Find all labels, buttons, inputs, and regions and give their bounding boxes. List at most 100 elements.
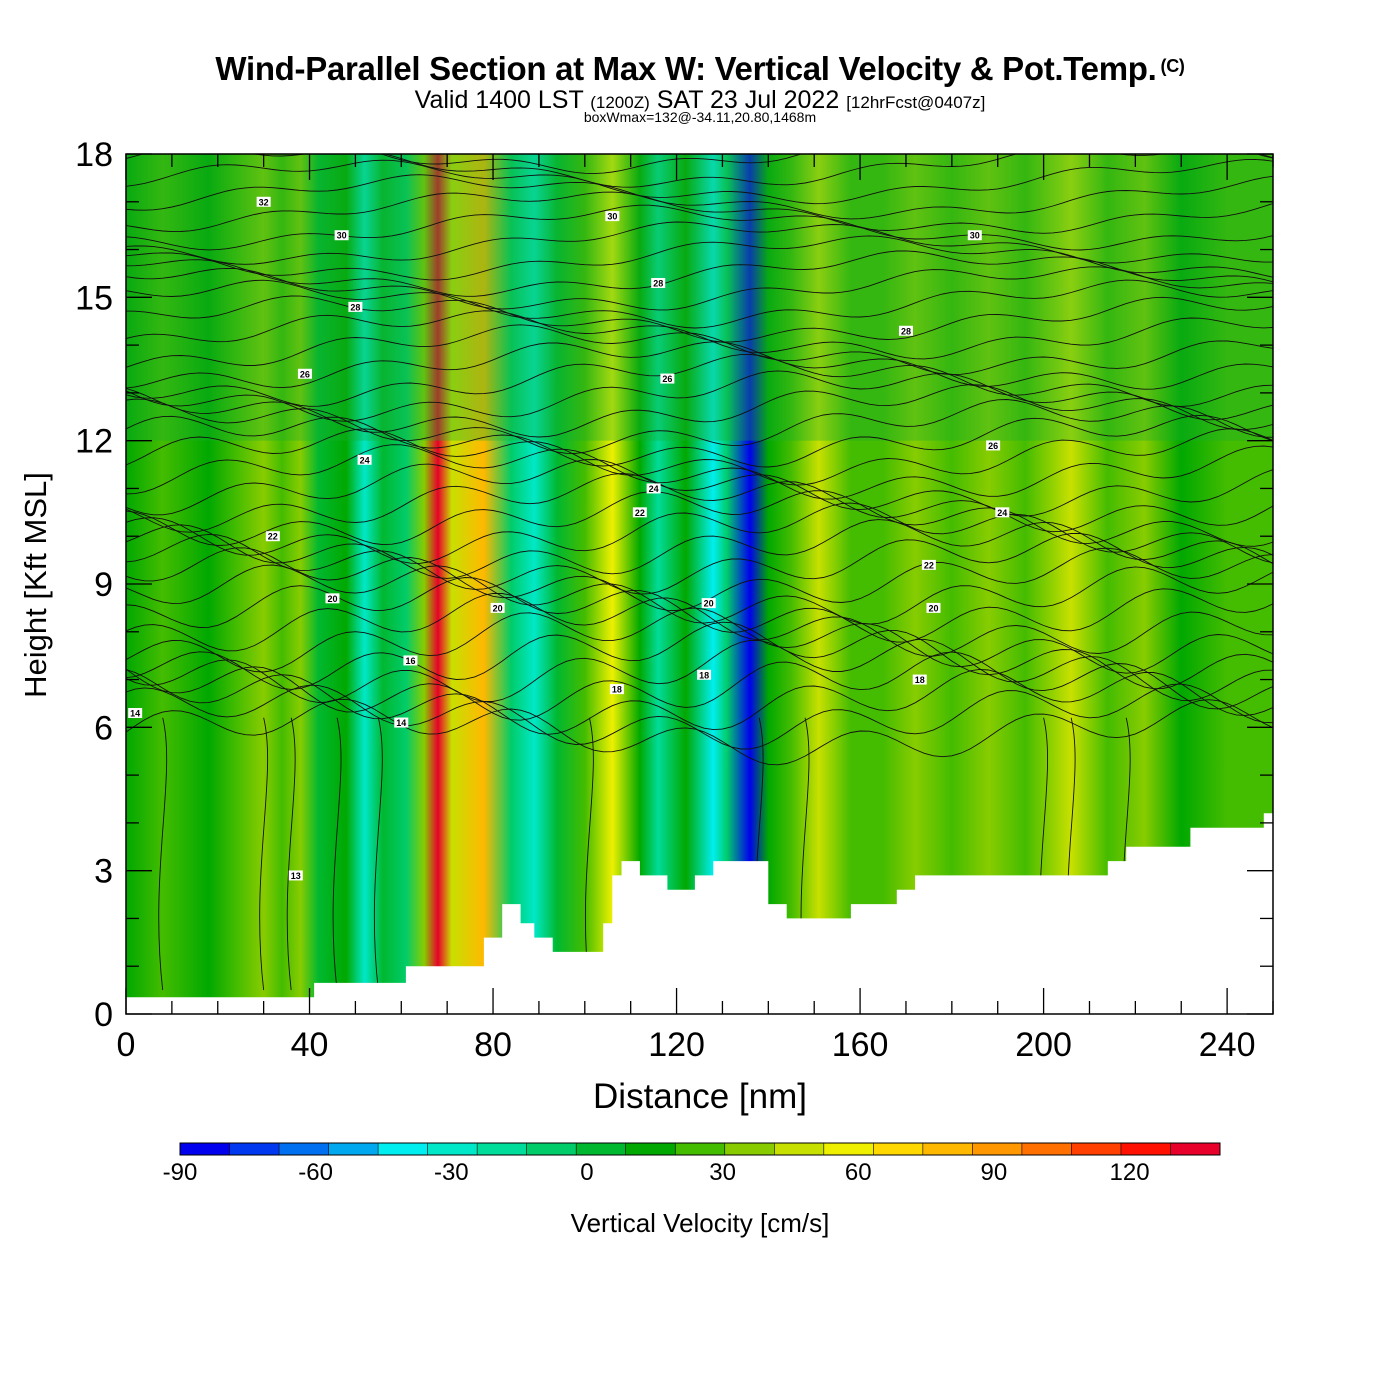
theta-line (126, 279, 1273, 329)
svg-text:13: 13 (291, 871, 301, 881)
terrain (126, 813, 1273, 1014)
theta-contours: 14 14 16 18 18 18 20 20 20 20 22 22 22 24 24 24 26 26 26 28… (126, 154, 1273, 991)
theta-line (126, 577, 1273, 643)
cell-contour (332, 717, 342, 991)
theta-label: 22 (265, 531, 280, 542)
colorbar-swatch (972, 1143, 1023, 1155)
theta-line (126, 414, 1273, 468)
svg-text:20: 20 (327, 594, 337, 604)
theta-label: 24 (357, 454, 372, 465)
x-tick-label: 160 (832, 1026, 889, 1064)
theta-line (126, 668, 1273, 735)
theta-line (126, 398, 1273, 454)
svg-text:22: 22 (924, 560, 934, 570)
svg-text:30: 30 (337, 231, 347, 241)
theta-line (126, 384, 1273, 438)
cell-contour (259, 717, 269, 991)
theta-label: 28 (348, 301, 363, 312)
theta-label: 18 (697, 669, 712, 680)
colorbar-swatch (724, 1143, 775, 1155)
theta-line (126, 638, 1273, 704)
theta-line (126, 459, 1273, 517)
box-wmax-info: boxWmax=132@-34.11,20.80,1468m (583, 109, 817, 125)
svg-text:22: 22 (268, 532, 278, 542)
theta-line (126, 502, 1273, 564)
y-tick-label: 18 (75, 136, 113, 174)
y-tick-label: 0 (94, 996, 113, 1034)
theta-label: 14 (394, 717, 409, 728)
theta-line (126, 341, 1273, 390)
theta-line (126, 204, 1273, 251)
colorbar-swatch (427, 1143, 478, 1155)
svg-text:24: 24 (997, 508, 1007, 518)
velocity-field (126, 154, 1273, 1014)
x-tick-label: 200 (1015, 1026, 1072, 1064)
theta-line (126, 310, 1273, 360)
theta-line (126, 154, 1273, 188)
colorbar-swatch (625, 1143, 676, 1155)
y-tick-label: 6 (94, 709, 113, 747)
x-tick-label: 0 (117, 1026, 136, 1064)
svg-text:24: 24 (649, 484, 659, 494)
theta-label: 32 (256, 196, 271, 207)
theta-line (126, 324, 1273, 376)
copyright-mark: (C) (1160, 56, 1185, 76)
theta-line (126, 191, 1273, 234)
colorbar-swatch (279, 1143, 330, 1155)
svg-text:20: 20 (928, 603, 938, 613)
theta-line (126, 444, 1273, 500)
colorbar-label: Vertical Velocity [cm/s] (571, 1208, 830, 1238)
colorbar-swatch (774, 1143, 825, 1155)
colorbar-tick-label: 30 (709, 1159, 736, 1186)
colorbar-swatch (328, 1143, 379, 1155)
colorbar-swatch (922, 1143, 973, 1155)
theta-label: 26 (297, 368, 312, 379)
svg-text:18: 18 (915, 675, 925, 685)
theta-label: 18 (609, 684, 624, 695)
theta-label: 20 (490, 602, 505, 613)
theta-line (126, 354, 1273, 407)
theta-label: 30 (334, 230, 349, 241)
cell-contour (585, 717, 594, 991)
svg-text:22: 22 (635, 508, 645, 518)
svg-text:28: 28 (901, 326, 911, 336)
theta-label: 26 (986, 440, 1001, 451)
field-columns (126, 154, 1273, 1014)
colorbar-swatch (1170, 1143, 1221, 1155)
theta-label: 22 (632, 507, 647, 518)
theta-line (126, 473, 1273, 533)
svg-text:14: 14 (130, 709, 140, 719)
theta-label: 14 (128, 708, 143, 719)
svg-text:26: 26 (300, 369, 310, 379)
x-tick-label: 80 (474, 1026, 512, 1064)
theta-label: 28 (651, 278, 666, 289)
y-tick-label: 9 (94, 566, 113, 604)
cell-contour (158, 717, 168, 991)
theta-label: 16 (403, 655, 418, 666)
colorbar-swatch (576, 1143, 627, 1155)
theta-line (126, 295, 1273, 343)
svg-text:28: 28 (350, 302, 360, 312)
theta-line (126, 428, 1273, 486)
theta-label: 20 (325, 593, 340, 604)
colorbar-tick-label: 60 (845, 1159, 872, 1186)
x-tick-label: 120 (648, 1026, 705, 1064)
terrain-mask (126, 813, 1273, 1014)
colorbar-swatch (1071, 1143, 1122, 1155)
colorbar-swatch (526, 1143, 577, 1155)
colorbar-swatch (1120, 1143, 1171, 1155)
colorbar-tick-label: -60 (298, 1159, 333, 1186)
colorbar-swatch (823, 1143, 874, 1155)
colorbar: -90 -60 -30 0 30 60 90 120 (163, 1142, 1221, 1186)
theta-line (126, 564, 1273, 625)
colorbar-swatch (180, 1143, 231, 1155)
upper-band (126, 154, 1273, 441)
theta-line (126, 221, 1273, 265)
colorbar-swatch (229, 1143, 280, 1155)
theta-line (379, 154, 1273, 175)
colorbar-tick-label: -90 (163, 1159, 198, 1186)
svg-text:26: 26 (988, 441, 998, 451)
theta-label: 30 (605, 211, 620, 222)
theta-label: 18 (912, 674, 927, 685)
